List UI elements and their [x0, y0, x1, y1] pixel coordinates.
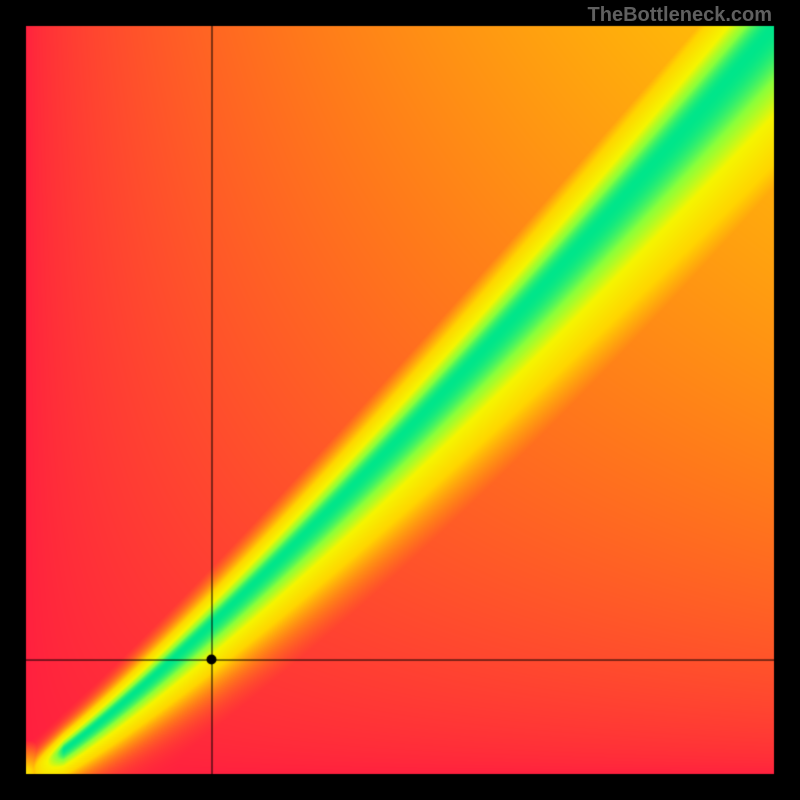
watermark-label: TheBottleneck.com — [588, 4, 772, 27]
chart-container: TheBottleneck.com — [0, 0, 800, 800]
heatmap-canvas — [0, 0, 800, 800]
